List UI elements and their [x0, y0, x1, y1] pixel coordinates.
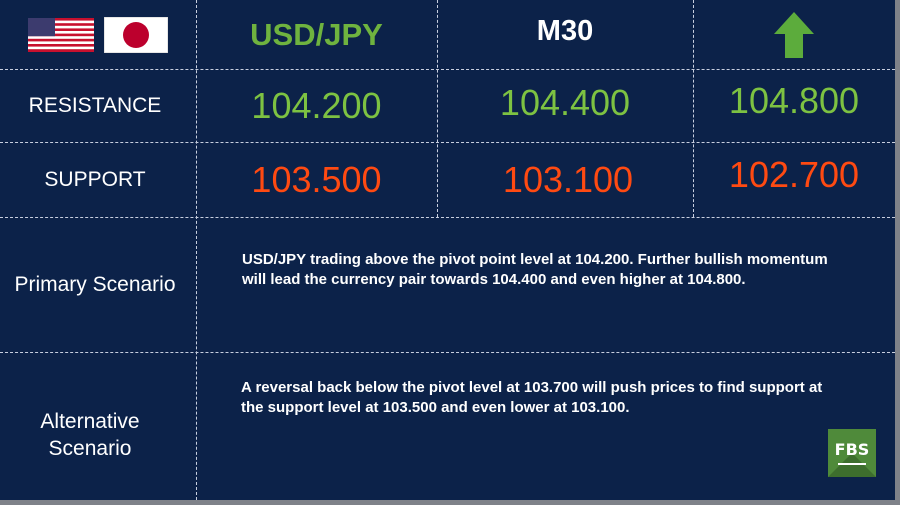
resistance-label: RESISTANCE — [28, 93, 162, 117]
support-label: SUPPORT — [44, 167, 146, 191]
divider — [0, 69, 895, 70]
support-value-1: 103.500 — [251, 158, 382, 200]
primary-scenario-text: USD/JPY trading above the pivot point le… — [242, 251, 828, 288]
arrow-up-icon — [774, 11, 814, 58]
direction — [693, 0, 895, 69]
divider — [0, 217, 895, 218]
resistance-value-1: 104.200 — [251, 84, 382, 126]
divider — [437, 0, 438, 217]
support-value-2: 103.100 — [502, 158, 634, 200]
divider — [693, 0, 694, 217]
support-value-3: 102.700 — [728, 153, 860, 195]
divider — [0, 142, 895, 143]
resistance-value-2: 104.400 — [499, 81, 631, 123]
japan-flag-icon — [104, 16, 168, 53]
fbs-logo: FBS — [828, 429, 876, 477]
divider — [196, 0, 197, 500]
flags — [0, 0, 196, 69]
resistance-value-3: 104.800 — [728, 79, 860, 121]
divider — [0, 352, 895, 353]
currency-pair: USD/JPY — [250, 16, 383, 52]
fbs-logo-text: FBS — [834, 440, 870, 459]
primary-scenario-label: Primary Scenario — [14, 272, 176, 296]
timeframe: M30 — [536, 14, 594, 47]
alternative-scenario-label: Alternative Scenario — [40, 410, 140, 460]
us-flag-icon — [28, 17, 94, 52]
alternative-scenario-text: A reversal back below the pivot level at… — [241, 379, 823, 416]
